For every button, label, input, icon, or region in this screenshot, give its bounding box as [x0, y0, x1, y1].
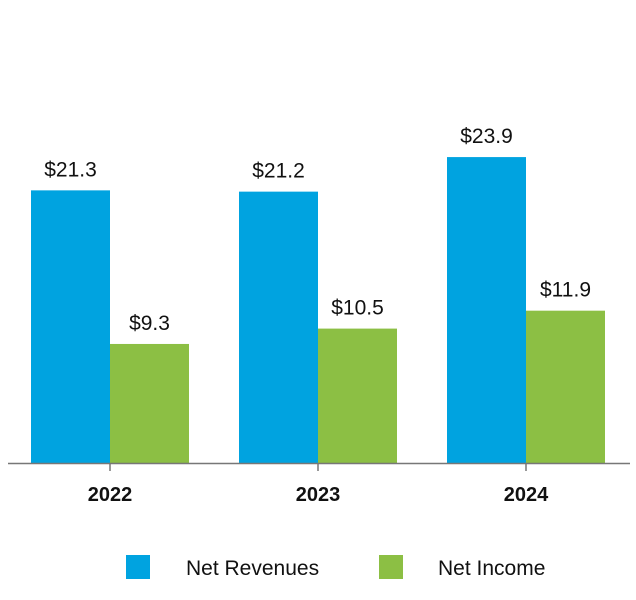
bar-net-revenues-2023	[239, 191, 318, 463]
value-label-net-revenues-2023: $21.2	[252, 160, 305, 183]
legend: Net Revenues Net Income	[126, 555, 545, 580]
tick-labels-group: 2022 2023 2024	[88, 484, 549, 506]
bar-net-income-2022	[110, 343, 189, 463]
bars-group	[31, 157, 605, 464]
x-tick-label-2023: 2023	[296, 484, 341, 506]
x-tick-label-2022: 2022	[88, 484, 133, 506]
legend-swatch-net-revenues	[126, 555, 150, 579]
value-label-net-income-2024: $11.9	[540, 279, 591, 302]
bar-net-income-2023	[318, 328, 397, 463]
x-tick-label-2024: 2024	[504, 484, 549, 506]
legend-label-net-revenues: Net Revenues	[186, 557, 319, 580]
value-label-net-income-2022: $9.3	[129, 312, 170, 335]
value-label-net-revenues-2022: $21.3	[44, 158, 97, 181]
bar-net-revenues-2024	[447, 157, 526, 463]
value-label-net-income-2023: $10.5	[331, 297, 384, 320]
value-labels-group: $21.3 $9.3 $21.2 $10.5 $23.9 $11.9	[44, 125, 591, 335]
bar-net-revenues-2022	[31, 190, 110, 464]
legend-swatch-net-income	[379, 555, 403, 579]
ticks-group	[109, 463, 527, 471]
legend-label-net-income: Net Income	[438, 557, 545, 580]
value-label-net-revenues-2024: $23.9	[460, 125, 513, 148]
bar-net-income-2024	[526, 310, 605, 463]
